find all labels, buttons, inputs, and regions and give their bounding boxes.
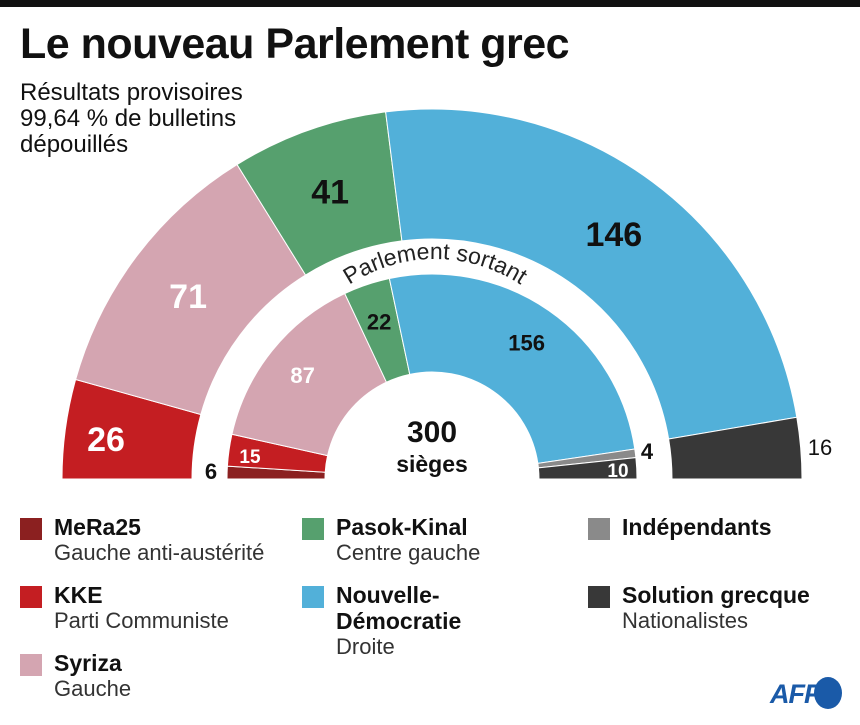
seat-label-inner-syriza: 87 bbox=[290, 363, 314, 388]
segment-outer-solution bbox=[668, 416, 803, 480]
seat-label-outer-syriza: 71 bbox=[169, 278, 207, 316]
legend-swatch bbox=[302, 518, 324, 540]
inner-ring-outgoing-parliament bbox=[226, 273, 638, 480]
legend-swatch bbox=[588, 518, 610, 540]
legend-party-name: MeRa25 bbox=[54, 514, 141, 540]
legend-swatch bbox=[20, 654, 42, 676]
legend-swatch bbox=[20, 518, 42, 540]
legend-party-name: Pasok-Kinal bbox=[336, 514, 468, 540]
segment-inner-nd bbox=[388, 273, 636, 464]
legend-party-name: Indépendants bbox=[622, 514, 772, 540]
legend-swatch bbox=[588, 586, 610, 608]
seat-label-outer-nd: 146 bbox=[585, 216, 642, 254]
seat-label-inner-kke: 15 bbox=[239, 447, 261, 468]
seat-label-inner-solution: 10 bbox=[607, 461, 628, 482]
legend-party-description: Centre gauche bbox=[336, 540, 481, 565]
afp-logo-dot-icon bbox=[814, 677, 842, 709]
legend-party-name-line1: Nouvelle- bbox=[336, 582, 440, 608]
chart-title: Le nouveau Parlement grec bbox=[20, 20, 570, 68]
legend-party-description: Gauche bbox=[54, 676, 132, 701]
segment-outer-nd bbox=[385, 108, 798, 440]
legend-swatch bbox=[302, 586, 324, 608]
seat-label-inner-indep: 4 bbox=[641, 439, 654, 464]
seat-label-inner-pasok: 22 bbox=[367, 310, 391, 335]
seat-label-outer-solution: 16 bbox=[808, 435, 832, 460]
total-seats-unit: sièges bbox=[396, 451, 468, 477]
seat-label-outer-pasok: 41 bbox=[311, 173, 349, 211]
afp-logo-text: AFP bbox=[770, 679, 822, 709]
seat-labels: 26 71 41 146 16 6 15 87 22 156 4 10 bbox=[87, 173, 832, 484]
afp-logo: AFP bbox=[770, 677, 842, 711]
segment-inner-solution bbox=[537, 457, 638, 480]
seat-label-inner-nd: 156 bbox=[508, 331, 545, 356]
seat-label-outer-kke: 26 bbox=[87, 421, 125, 459]
legend-party-description: Nationalistes bbox=[622, 608, 748, 633]
legend-party-description: Gauche anti-austérité bbox=[54, 540, 265, 565]
outer-ring-new-parliament bbox=[61, 108, 803, 480]
subtitle-line: dépouillés bbox=[20, 131, 129, 158]
subtitle-line: 99,64 % de bulletins bbox=[20, 105, 237, 132]
top-rule bbox=[0, 0, 860, 7]
legend-party-name: Solution grecque bbox=[622, 582, 810, 608]
seat-label-inner-mera25: 6 bbox=[205, 459, 217, 484]
legend-swatch bbox=[20, 586, 42, 608]
subtitle-line: Résultats provisoires bbox=[20, 79, 243, 106]
legend-party-name: Syriza bbox=[54, 650, 122, 676]
legend-party-description: Parti Communiste bbox=[54, 608, 229, 633]
chart-subtitle: Résultats provisoires 99,64 % de bulleti… bbox=[20, 80, 280, 158]
total-seats-value: 300 bbox=[407, 416, 457, 449]
legend-party-description: Droite bbox=[336, 634, 395, 659]
legend-party-name-line2: Démocratie bbox=[336, 608, 462, 634]
legend-party-name: KKE bbox=[54, 582, 103, 608]
